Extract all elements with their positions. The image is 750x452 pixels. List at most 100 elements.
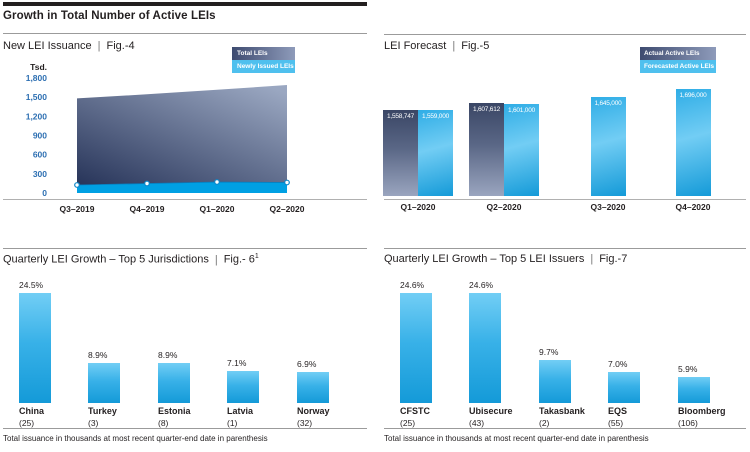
title-separator: | [97, 40, 101, 52]
count-label: (25) [400, 418, 416, 428]
header-rule-right [384, 34, 746, 35]
title-separator: | [214, 253, 218, 266]
count-label: (32) [297, 418, 313, 428]
y-tick-label: 1,800 [26, 73, 48, 83]
bar-value-label: 1,607,612 [472, 105, 501, 113]
category-label: Takasbank [539, 406, 585, 416]
category-label: Estonia [158, 406, 191, 416]
count-label: (2) [539, 418, 550, 428]
fig4-legend: Total LEIs Newly Issued LEIs [232, 47, 295, 73]
fig7-bar-chart: 24.6% CFSTC (25) 24.6% Ubisecure (43) 9.7% Taka… [384, 270, 746, 428]
pct-bar [88, 363, 120, 403]
pct-bar [608, 371, 640, 403]
x-tick-label: Q4–2019 [130, 204, 165, 214]
fig5-bar-chart: 1,558,747 1,559,000 Q1–2020 1,607,612 1,601,… [383, 60, 746, 220]
fig7-fig-label: Fig.-7 [599, 253, 628, 265]
fig4-area-chart: Tsd.1,800 1,500 1,200 900 600 300 0 Q3–2019 Q4–2… [3, 62, 367, 214]
x-tick-label: Q3–2020 [590, 202, 626, 212]
actual-bar: 1,558,747 [383, 110, 418, 196]
fig7-title-text: Quarterly LEI Growth – Top 5 LEI Issuers [384, 253, 585, 265]
bar-value-label: 1,601,000 [507, 106, 536, 114]
fig5-fig-label: Fig.-5 [461, 40, 490, 52]
x-tick-label: Q3–2019 [60, 204, 95, 214]
fig7-title: Quarterly LEI Growth – Top 5 LEI Issuers… [384, 253, 627, 265]
pct-bar [297, 372, 329, 403]
pct-label: 7.1% [227, 358, 247, 369]
legend-actual-active-leis: Actual Active LEIs [640, 47, 716, 60]
x-tick-label: Q2–2020 [270, 204, 305, 214]
y-axis-unit-label: Tsd. [30, 62, 47, 72]
legend-newly-issued-leis: Newly Issued LEIs [232, 60, 295, 73]
pct-bar [400, 293, 432, 403]
pct-label: 7.0% [608, 358, 628, 369]
title-separator: | [590, 253, 594, 265]
forecast-bar: 1,559,000 [418, 110, 453, 196]
marker-dot [74, 182, 80, 188]
marker-dot [284, 179, 290, 186]
fig6-title: Quarterly LEI Growth – Top 5 Jurisdictio… [3, 253, 259, 266]
x-tick-label: Q1–2020 [400, 202, 436, 212]
y-tick-label: 300 [33, 169, 47, 179]
x-axis-line [3, 199, 367, 200]
y-tick-label: 1,500 [26, 92, 48, 102]
footer-rule-left [3, 428, 367, 429]
pct-bar [678, 376, 710, 403]
pct-bar [158, 363, 190, 403]
legend-total-leis: Total LEIs [232, 47, 295, 60]
header-rule-left [3, 33, 367, 34]
y-tick-label: 600 [33, 150, 47, 160]
bar-value-label: 1,645,000 [594, 99, 622, 107]
legend-forecasted-active-leis: Forecasted Active LEIs [640, 60, 716, 73]
pct-label: 6.9% [297, 359, 317, 370]
category-label: Turkey [88, 406, 117, 416]
category-label: CFSTC [400, 406, 430, 416]
count-label: (55) [608, 418, 624, 428]
count-label: (106) [678, 418, 698, 428]
title-separator: | [452, 40, 456, 52]
category-label: EQS [608, 406, 628, 416]
marker-dot [214, 179, 220, 185]
newly-issued-band [77, 182, 287, 193]
x-tick-label: Q4–2020 [675, 202, 711, 212]
count-label: (8) [158, 418, 169, 428]
category-label: China [19, 406, 45, 416]
pct-bar [19, 293, 51, 403]
total-leis-area [77, 85, 287, 185]
page-title: Growth in Total Number of Active LEIs [3, 10, 216, 22]
fig4-fig-label: Fig.-4 [106, 40, 135, 52]
category-label: Bloomberg [678, 406, 726, 416]
x-axis-line [384, 199, 746, 200]
bar-value-label: 1,559,000 [421, 113, 450, 120]
fig5-title-text: LEI Forecast [384, 40, 447, 52]
pct-label: 5.9% [678, 363, 698, 374]
count-label: (25) [19, 418, 35, 428]
fig4-title-text: New LEI Issuance [3, 40, 92, 52]
pct-bar [227, 371, 259, 403]
pct-bar [539, 359, 571, 403]
bar-value-label: 1,696,000 [679, 91, 707, 99]
actual-bar: 1,607,612 [469, 102, 504, 196]
count-label: (43) [469, 418, 485, 428]
y-tick-label: 900 [33, 131, 47, 141]
fig6-fig-label: Fig.- 6 [223, 253, 255, 266]
fig4-title: New LEI Issuance | Fig.-4 [3, 40, 135, 52]
forecast-bar: 1,645,000 [590, 96, 626, 196]
pct-label: 24.5% [19, 280, 44, 291]
marker-dot [144, 180, 150, 187]
x-tick-label: Q1–2020 [200, 204, 235, 214]
fig6-bar-chart: 24.5% China (25) 8.9% Turkey (3) 8.9% Estonia (8… [3, 270, 367, 428]
pct-label: 8.9% [158, 350, 178, 361]
fig5-title: LEI Forecast | Fig.-5 [384, 40, 489, 52]
pct-label: 8.9% [88, 350, 108, 361]
count-label: (1) [227, 418, 238, 428]
pct-label: 24.6% [400, 280, 425, 291]
x-tick-label: Q2–2020 [486, 202, 522, 212]
header-accent-bar [3, 2, 367, 6]
y-tick-label: 0 [42, 188, 47, 198]
section-rule-left [3, 248, 367, 249]
category-label: Latvia [227, 406, 254, 416]
fig6-footnote: Total issuance in thousands at most rece… [3, 434, 268, 443]
forecast-bar: 1,601,000 [504, 103, 539, 196]
forecast-bar: 1,696,000 [675, 88, 711, 196]
